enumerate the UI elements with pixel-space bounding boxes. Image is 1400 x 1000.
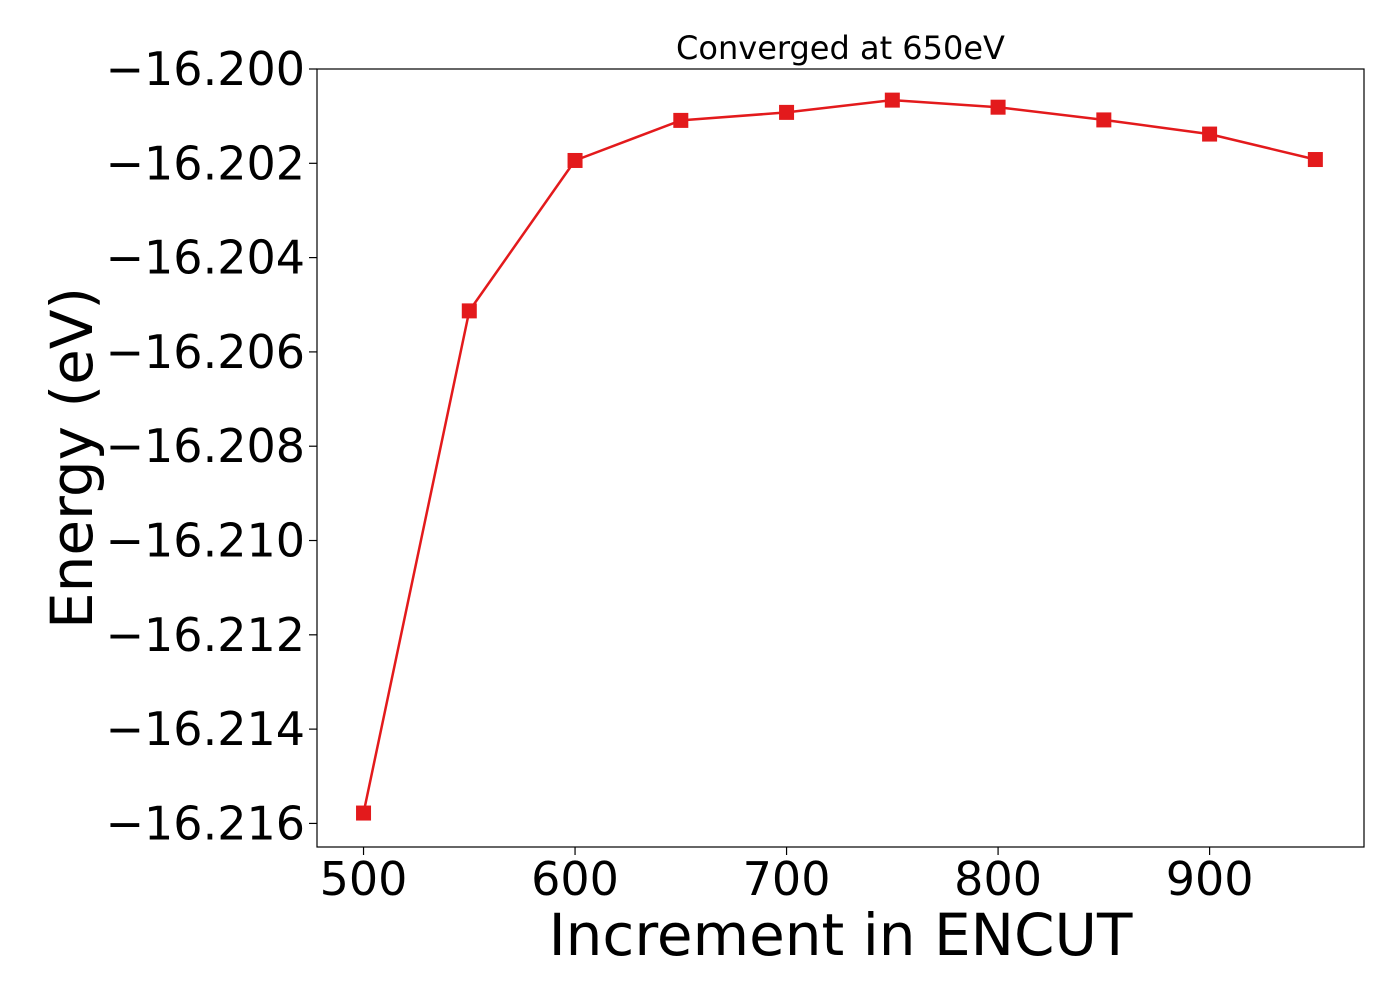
- x-tick-label: 800: [954, 852, 1042, 906]
- data-point-marker: [673, 112, 689, 128]
- y-axis-title: Energy (eV): [38, 287, 106, 629]
- x-tick-label: 900: [1166, 852, 1254, 906]
- x-tick-label: 700: [743, 852, 831, 906]
- data-point-marker: [779, 104, 795, 120]
- x-tick-label: 600: [531, 852, 619, 906]
- x-tick-label: 500: [320, 852, 408, 906]
- y-tick-label: −16.206: [106, 325, 306, 379]
- data-point-marker: [567, 152, 583, 168]
- y-tick-label: −16.212: [106, 608, 306, 662]
- data-point-marker: [1202, 126, 1218, 142]
- data-point-marker: [1307, 152, 1323, 168]
- y-tick-label: −16.216: [106, 796, 306, 850]
- data-point-marker: [461, 303, 477, 319]
- y-tick-label: −16.214: [106, 702, 306, 756]
- chart-title: Converged at 650eV: [676, 29, 1005, 67]
- data-point-marker: [1096, 112, 1112, 128]
- y-tick-label: −16.204: [106, 231, 306, 285]
- y-tick-label: −16.202: [106, 136, 306, 190]
- y-tick-label: −16.208: [106, 419, 306, 473]
- data-point-marker: [990, 99, 1006, 115]
- x-axis-title: Increment in ENCUT: [549, 901, 1133, 969]
- y-tick-label: −16.200: [106, 42, 306, 96]
- plot-area-frame: [316, 68, 1365, 848]
- series-line: [362, 98, 1316, 814]
- data-point-marker: [356, 805, 372, 821]
- y-tick-label: −16.210: [106, 514, 306, 568]
- data-point-marker: [884, 92, 900, 108]
